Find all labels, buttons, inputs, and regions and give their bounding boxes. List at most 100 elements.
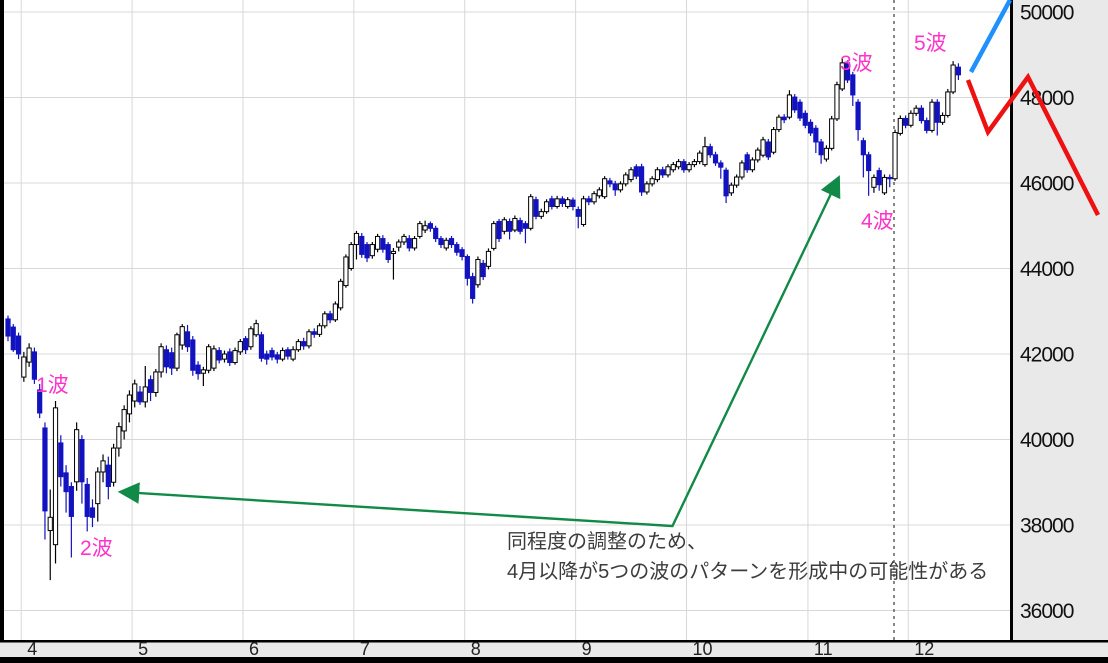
candle-body <box>697 152 703 163</box>
candle-body <box>765 141 771 158</box>
candle-body <box>248 328 254 348</box>
candle-body <box>522 223 529 229</box>
candle-body <box>718 162 724 168</box>
candle-body <box>232 350 238 364</box>
candle-body <box>301 341 307 347</box>
x-axis-line <box>0 640 1108 643</box>
candle-body <box>74 429 80 483</box>
candle-body <box>179 326 185 346</box>
candle-body <box>475 259 481 286</box>
candle-body <box>807 121 814 134</box>
candle-body <box>42 427 48 512</box>
candle-body <box>221 353 228 360</box>
x-axis-month-label: 9 <box>582 639 592 659</box>
candle-body <box>285 349 291 357</box>
candle-body <box>586 198 592 203</box>
y-axis-label: 50000 <box>1020 2 1074 25</box>
candle-body <box>786 94 793 118</box>
candle-body <box>126 394 133 415</box>
candle-body <box>559 198 565 205</box>
candle-body <box>591 193 597 203</box>
y-axis-label: 42000 <box>1020 344 1074 367</box>
candle-body <box>834 84 840 120</box>
y-axis-margin <box>1013 0 1108 657</box>
candle-body <box>850 74 856 96</box>
candle-body <box>897 117 903 134</box>
candle-body <box>338 280 344 309</box>
candle-body <box>111 447 117 483</box>
candle-body <box>63 472 69 493</box>
candle-body <box>52 407 59 546</box>
candle-body <box>274 354 280 360</box>
candle-body <box>237 341 243 353</box>
candle-body <box>866 154 872 172</box>
plot-right-border <box>1010 0 1013 657</box>
candle-body <box>295 341 301 351</box>
candle-body <box>681 161 687 171</box>
candle-body <box>818 141 824 156</box>
candle-body <box>491 223 497 249</box>
candle-body <box>375 235 381 250</box>
candle-body <box>406 238 412 249</box>
candle-body <box>137 391 143 403</box>
candle-body <box>227 351 233 364</box>
y-axis-label: 40000 <box>1020 429 1074 452</box>
candle-body <box>644 183 650 193</box>
candle-body <box>918 107 925 122</box>
candle-body <box>306 331 312 347</box>
candle-body <box>549 198 555 208</box>
candle-body <box>37 389 43 414</box>
candle-body <box>501 219 507 232</box>
candle-body <box>617 183 624 191</box>
candle-body <box>602 178 608 198</box>
candle-body <box>390 250 397 255</box>
x-axis-month-label: 7 <box>360 639 370 659</box>
x-axis-month-label: 8 <box>471 639 481 659</box>
candle-body <box>190 339 196 371</box>
candle-body <box>332 303 338 321</box>
candle-body <box>327 313 333 321</box>
candle-body <box>174 334 180 369</box>
candle-body <box>448 238 455 246</box>
candle-body <box>802 112 808 126</box>
candle-body <box>580 198 587 225</box>
candle-body <box>903 117 909 126</box>
candle-body <box>654 169 661 181</box>
candle-body <box>184 331 191 348</box>
candle-body <box>47 516 53 532</box>
candle-body <box>649 178 655 185</box>
candle-body <box>427 223 433 229</box>
candle-body <box>686 164 692 171</box>
candle-body <box>163 349 170 368</box>
candle-body <box>934 101 940 123</box>
candle-body <box>369 244 375 257</box>
candle-body <box>660 169 666 176</box>
candle-body <box>702 146 708 166</box>
candle-body <box>924 120 930 131</box>
candle-body <box>707 146 713 156</box>
candle-body <box>829 118 835 149</box>
candle-body <box>612 183 618 191</box>
candle-body <box>623 174 629 185</box>
green-annotation-arrow <box>670 175 841 528</box>
candle-body <box>459 249 465 258</box>
candle-body <box>691 161 697 166</box>
candle-body <box>892 132 898 180</box>
candle-body <box>31 351 37 380</box>
candle-body <box>211 348 217 369</box>
candle-body <box>380 238 386 250</box>
candle-body <box>955 66 961 76</box>
candle-body <box>169 352 175 369</box>
candle-body <box>528 196 534 229</box>
candle-body <box>485 250 492 267</box>
candle-body <box>575 209 581 217</box>
candle-body <box>411 238 418 249</box>
candle-body <box>26 347 32 363</box>
candle-body <box>517 220 523 232</box>
candle-body <box>153 371 159 393</box>
candle-body <box>665 166 671 176</box>
x-axis-month-label: 10 <box>692 639 712 659</box>
candle-body <box>496 220 502 240</box>
candle-body <box>844 62 851 81</box>
